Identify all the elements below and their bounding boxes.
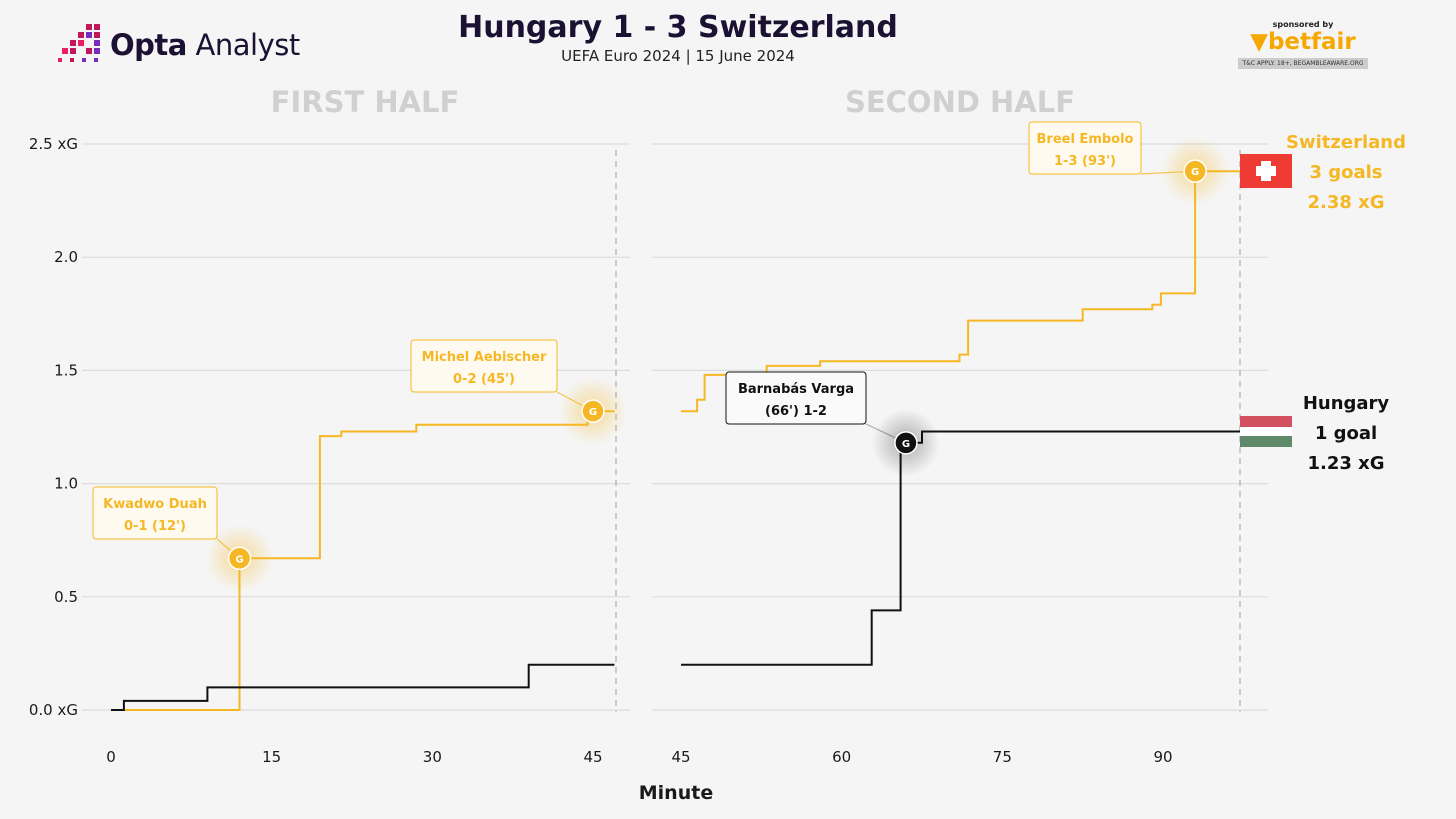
switzerland-total-goals: 3 goals	[1309, 162, 1382, 183]
goal-scorer-label: Kwadwo Duah	[103, 497, 207, 512]
match-subtitle: UEFA Euro 2024 | 15 June 2024	[561, 47, 795, 65]
goal-annotation-box	[725, 371, 867, 425]
goal-marker-label: G	[589, 407, 597, 418]
opta-analyst-logo: Opta Analyst	[56, 22, 300, 68]
sponsor-block: sponsored by ▼betfair T&C APPLY. 18+, BE…	[1238, 20, 1368, 69]
hungary-xg-line-first-half	[111, 663, 615, 711]
goal-scorer-label: Breel Embolo	[1037, 132, 1134, 147]
goal-score-label: 0-1 (12')	[124, 519, 186, 534]
x-tick-label: 15	[262, 748, 281, 766]
goal-score-label: 1-3 (93')	[1054, 154, 1116, 169]
goal-annotation-box	[92, 486, 218, 540]
hungary-total-xg: 1.23 xG	[1307, 453, 1384, 474]
brand-name-bold: Opta	[110, 28, 187, 62]
goal-annotation-box	[410, 339, 558, 393]
x-tick-label: 30	[423, 748, 442, 766]
sponsor-label: sponsored by	[1272, 20, 1334, 29]
x-tick-label: 0	[106, 748, 116, 766]
switzerland-total-name: Switzerland	[1286, 132, 1406, 153]
hungary-flag-green	[1240, 436, 1292, 447]
brand-name: Opta Analyst	[110, 28, 300, 62]
opta-logo-icon	[58, 24, 100, 62]
goal-marker	[581, 399, 605, 423]
goal-marker	[227, 546, 252, 571]
goal-marker-label: G	[902, 439, 910, 450]
hungary-xg-line-second-half	[681, 430, 1249, 666]
goal-score-label: 0-2 (45')	[453, 372, 515, 387]
match-title: Hungary 1 - 3 Switzerland	[458, 10, 898, 45]
hungary-flag-white	[1240, 427, 1292, 436]
sponsor-name: betfair	[1267, 29, 1356, 55]
goal-marker	[1183, 159, 1207, 183]
y-tick-label: 0.5	[54, 588, 78, 606]
y-tick-label: 2.5 xG	[29, 135, 78, 153]
goal-scorer-label: Barnabás Varga	[738, 382, 854, 397]
x-tick-label: 90	[1153, 748, 1172, 766]
brand-name-light: Analyst	[186, 28, 301, 62]
x-tick-label: 75	[993, 748, 1012, 766]
goal-marker-label: G	[235, 554, 243, 565]
goal-marker-label: G	[1191, 167, 1199, 178]
sponsor-terms: T&C APPLY. 18+, BEGAMBLEAWARE.ORG	[1238, 58, 1368, 69]
betfair-logo: ▼betfair	[1238, 29, 1368, 55]
y-tick-label: 1.0	[54, 475, 78, 493]
x-tick-label: 45	[671, 748, 690, 766]
y-tick-label: 0.0 xG	[29, 701, 78, 719]
y-tick-label: 2.0	[54, 248, 78, 266]
betfair-arrow-icon: ▼	[1250, 29, 1268, 55]
goal-marker	[894, 431, 918, 455]
chart-header: Hungary 1 - 3 Switzerland UEFA Euro 2024…	[0, 10, 1356, 65]
goal-score-label: (66') 1-2	[765, 404, 827, 419]
x-axis-label: Minute	[639, 782, 713, 804]
x-tick-label: 60	[832, 748, 851, 766]
switzerland-total-xg: 2.38 xG	[1307, 192, 1384, 213]
hungary-flag-red	[1240, 416, 1292, 427]
goal-scorer-label: Michel Aebischer	[422, 350, 547, 365]
y-tick-label: 1.5	[54, 361, 78, 379]
hungary-total-name: Hungary	[1303, 393, 1390, 414]
first-half-title: FIRST HALF	[271, 85, 460, 119]
switzerland-xg-line-second-half	[681, 170, 1249, 413]
x-tick-label: 45	[583, 748, 602, 766]
hungary-total-goals: 1 goal	[1315, 423, 1377, 444]
second-half-title: SECOND HALF	[845, 85, 1075, 119]
goal-annotation-box	[1028, 121, 1142, 175]
switzerland-flag-cross-h	[1256, 166, 1276, 176]
